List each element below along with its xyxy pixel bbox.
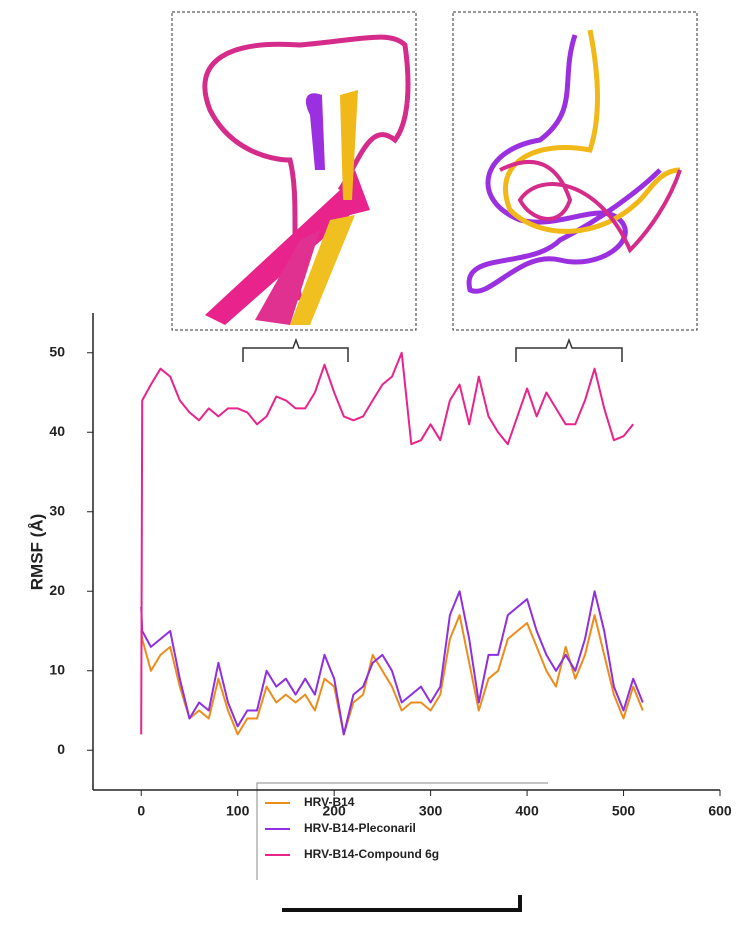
page: {"chart_data": {"type": "line", "ylabel"… bbox=[0, 0, 744, 943]
y-tick-label: 0 bbox=[57, 741, 65, 757]
y-tick-label: 50 bbox=[49, 343, 65, 359]
x-tick-label: 100 bbox=[226, 803, 250, 819]
chart: RMSF (Å) 010203040500100200300400500600H… bbox=[0, 0, 744, 943]
x-tick-label: 300 bbox=[419, 803, 443, 819]
y-tick-label: 10 bbox=[49, 661, 65, 677]
x-tick-label: 0 bbox=[137, 803, 145, 819]
legend-label: HRV-B14-Pleconaril bbox=[304, 821, 416, 835]
y-axis-label: RMSF (Å) bbox=[27, 514, 46, 590]
y-tick-label: 20 bbox=[49, 582, 65, 598]
y-tick-label: 40 bbox=[49, 423, 65, 439]
structure-inset-right bbox=[453, 12, 697, 330]
series-line bbox=[141, 591, 643, 734]
x-tick-label: 500 bbox=[612, 803, 636, 819]
brackets bbox=[243, 340, 622, 362]
legend-label: HRV-B14-Compound 6g bbox=[304, 847, 439, 861]
x-tick-label: 600 bbox=[708, 803, 732, 819]
structure-inset-left bbox=[172, 12, 416, 330]
x-tick-label: 400 bbox=[515, 803, 539, 819]
legend-label: HRV-B14 bbox=[304, 795, 355, 809]
y-tick-label: 30 bbox=[49, 502, 65, 518]
